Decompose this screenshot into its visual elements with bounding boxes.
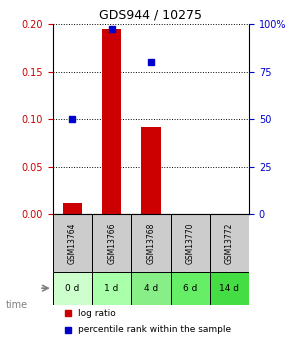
FancyBboxPatch shape xyxy=(92,272,131,305)
FancyBboxPatch shape xyxy=(53,215,92,272)
Text: GSM13772: GSM13772 xyxy=(225,222,234,264)
Text: GSM13764: GSM13764 xyxy=(68,222,77,264)
Text: 0 d: 0 d xyxy=(65,284,80,293)
Text: GSM13768: GSM13768 xyxy=(146,222,155,264)
Bar xyxy=(102,29,121,215)
FancyBboxPatch shape xyxy=(131,215,171,272)
Bar xyxy=(141,127,161,215)
Text: 14 d: 14 d xyxy=(219,284,239,293)
FancyBboxPatch shape xyxy=(131,272,171,305)
Text: GSM13766: GSM13766 xyxy=(107,222,116,264)
Text: 4 d: 4 d xyxy=(144,284,158,293)
Text: time: time xyxy=(6,300,28,310)
Bar xyxy=(63,203,82,215)
Text: percentile rank within the sample: percentile rank within the sample xyxy=(78,325,231,334)
Text: 6 d: 6 d xyxy=(183,284,197,293)
FancyBboxPatch shape xyxy=(92,215,131,272)
FancyBboxPatch shape xyxy=(210,215,249,272)
FancyBboxPatch shape xyxy=(171,215,210,272)
Text: GSM13770: GSM13770 xyxy=(186,222,195,264)
FancyBboxPatch shape xyxy=(53,272,92,305)
FancyBboxPatch shape xyxy=(171,272,210,305)
Text: log ratio: log ratio xyxy=(78,309,116,318)
FancyBboxPatch shape xyxy=(210,272,249,305)
Text: 1 d: 1 d xyxy=(104,284,119,293)
Title: GDS944 / 10275: GDS944 / 10275 xyxy=(99,9,202,22)
